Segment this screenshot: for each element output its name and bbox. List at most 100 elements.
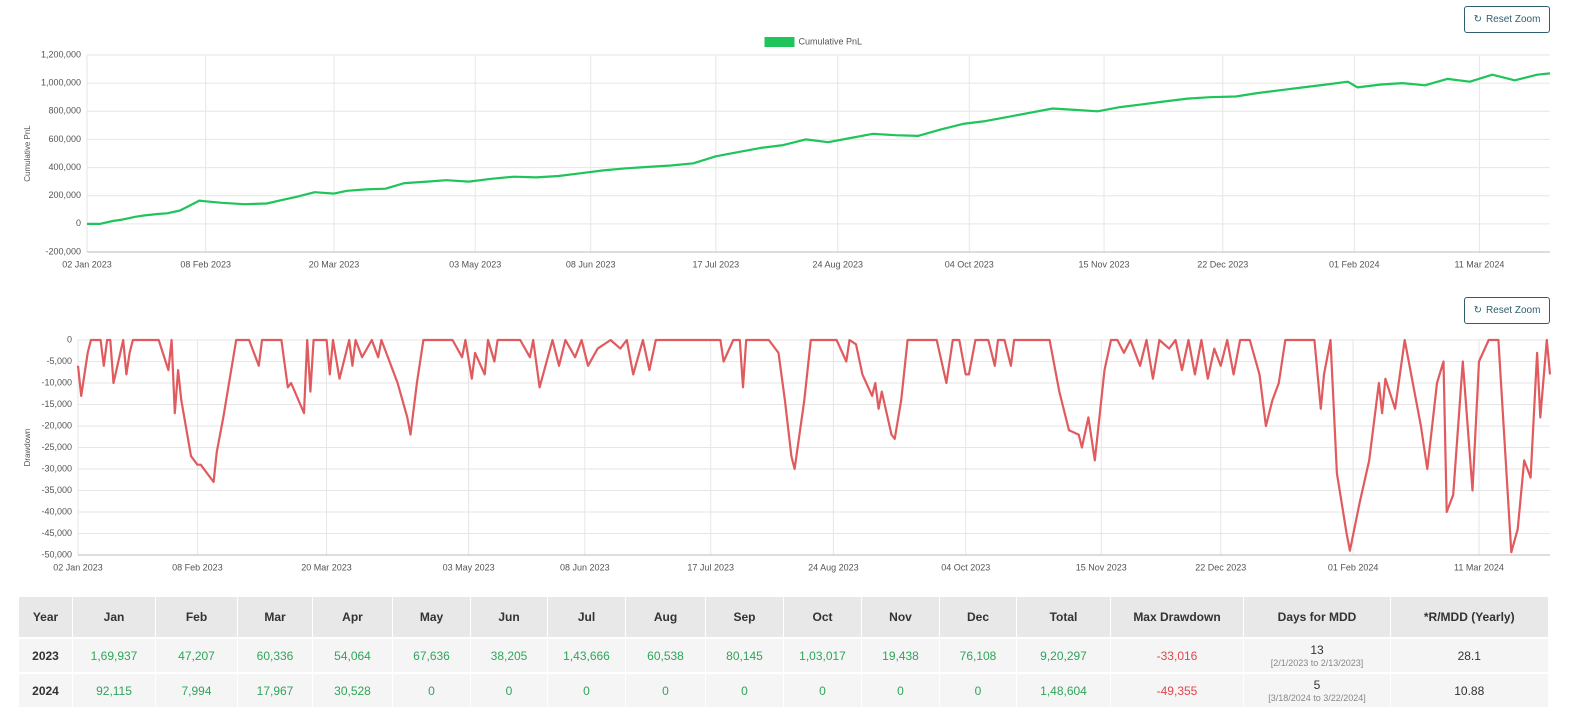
table-cell: 1,69,937 bbox=[72, 637, 156, 673]
table-cell: 0 bbox=[705, 672, 784, 707]
x-tick-label: 02 Jan 2023 bbox=[62, 259, 112, 269]
column-header: Jul bbox=[547, 597, 626, 638]
column-header: Mar bbox=[237, 597, 313, 638]
column-header: Days for MDD bbox=[1243, 597, 1391, 638]
column-header: Aug bbox=[625, 597, 706, 638]
y-tick-label: -50,000 bbox=[41, 549, 72, 559]
mdd-days: 13 bbox=[1310, 643, 1324, 657]
y-tick-label: 1,200,000 bbox=[41, 49, 81, 59]
table-row: 2024 92,115 7,994 17,967 30,528 0 0 0 0 0 0 0 0 1,48,… bbox=[18, 672, 1548, 707]
y-tick-label: 0 bbox=[76, 218, 81, 228]
column-header: Oct bbox=[783, 597, 862, 638]
table-cell: 1,03,017 bbox=[783, 637, 862, 673]
y-tick-label: -5,000 bbox=[46, 356, 72, 366]
legend-label: Cumulative PnL bbox=[799, 36, 863, 46]
y-axis-label: Cumulative PnL bbox=[23, 125, 32, 182]
x-tick-label: 24 Aug 2023 bbox=[808, 562, 859, 572]
x-tick-label: 17 Jul 2023 bbox=[687, 562, 734, 572]
mdd-days: 5 bbox=[1313, 678, 1321, 692]
button-label: Reset Zoom bbox=[1485, 305, 1541, 316]
column-header: May bbox=[392, 597, 471, 638]
table-cell: 0 bbox=[939, 672, 1017, 707]
column-header: Jun bbox=[470, 597, 548, 638]
table-cell: 30,528 bbox=[312, 672, 393, 707]
table-cell: 1,48,604 bbox=[1016, 672, 1111, 707]
column-header: Total bbox=[1016, 597, 1111, 638]
x-tick-label: 20 Mar 2023 bbox=[301, 562, 352, 572]
table-row: 2023 1,69,937 47,207 60,336 54,064 67,636 38,2… bbox=[18, 637, 1548, 673]
y-tick-label: 0 bbox=[67, 334, 72, 344]
table-cell: 13 [2/1/2023 to 2/13/2023] bbox=[1243, 637, 1391, 673]
y-tick-label: -35,000 bbox=[41, 485, 72, 495]
table-cell: 80,145 bbox=[705, 637, 784, 673]
x-tick-label: 08 Feb 2023 bbox=[172, 562, 223, 572]
y-tick-label: -45,000 bbox=[41, 528, 72, 538]
table-cell: 67,636 bbox=[392, 637, 471, 673]
x-tick-label: 04 Oct 2023 bbox=[945, 259, 994, 269]
table-cell: 0 bbox=[625, 672, 706, 707]
x-tick-label: 03 May 2023 bbox=[443, 562, 495, 572]
column-header: Year bbox=[18, 597, 73, 638]
table-cell: 7,994 bbox=[155, 672, 238, 707]
y-tick-label: -20,000 bbox=[41, 420, 72, 430]
y-axis-label: Drawdown bbox=[23, 429, 32, 467]
table-cell: 60,336 bbox=[237, 637, 313, 673]
reset-zoom-button[interactable]: ↻ Reset Zoom bbox=[1464, 6, 1550, 33]
summary-table: Year Jan Feb Mar Apr May Jun Jul Aug Sep Oct Nov Dec… bbox=[18, 597, 1548, 707]
line-series bbox=[76, 338, 1552, 554]
column-header: Dec bbox=[939, 597, 1017, 638]
table-cell: 5 [3/18/2024 to 3/22/2024] bbox=[1243, 672, 1391, 707]
y-tick-label: -200,000 bbox=[45, 246, 81, 256]
table-cell: 92,115 bbox=[72, 672, 156, 707]
x-tick-label: 20 Mar 2023 bbox=[309, 259, 360, 269]
y-tick-label: 200,000 bbox=[48, 190, 81, 200]
column-header: Feb bbox=[155, 597, 238, 638]
x-tick-label: 22 Dec 2023 bbox=[1197, 259, 1248, 269]
column-header: *R/MDD (Yearly) bbox=[1390, 597, 1548, 638]
x-tick-label: 01 Feb 2024 bbox=[1328, 562, 1379, 572]
x-tick-label: 08 Jun 2023 bbox=[566, 259, 616, 269]
x-tick-label: 11 Mar 2024 bbox=[1454, 259, 1504, 269]
y-tick-label: 800,000 bbox=[48, 106, 81, 116]
y-tick-label: -15,000 bbox=[41, 399, 72, 409]
x-tick-label: 02 Jan 2023 bbox=[53, 562, 103, 572]
table-cell: -49,355 bbox=[1110, 672, 1244, 707]
column-header: Jan bbox=[72, 597, 156, 638]
y-tick-label: -10,000 bbox=[41, 377, 72, 387]
x-tick-label: 22 Dec 2023 bbox=[1195, 562, 1246, 572]
table-cell: 28.1 bbox=[1390, 637, 1548, 673]
header-row: Year Jan Feb Mar Apr May Jun Jul Aug Sep Oct Nov Dec… bbox=[18, 597, 1548, 638]
reset-zoom-button[interactable]: ↻ Reset Zoom bbox=[1464, 297, 1550, 324]
mdd-range: [2/1/2023 to 2/13/2023] bbox=[1270, 658, 1364, 668]
table-cell: 54,064 bbox=[312, 637, 393, 673]
x-tick-label: 24 Aug 2023 bbox=[812, 259, 863, 269]
table-cell: 17,967 bbox=[237, 672, 313, 707]
x-tick-label: 15 Nov 2023 bbox=[1079, 259, 1130, 269]
charts: -200,000 0 200,000 400,000 600,000 800,000 1,0… bbox=[23, 36, 1552, 572]
column-header: Max Drawdown bbox=[1110, 597, 1244, 638]
x-tick-label: 04 Oct 2023 bbox=[941, 562, 990, 572]
table-cell: 2023 bbox=[18, 637, 73, 673]
column-header: Nov bbox=[861, 597, 940, 638]
y-tick-label: -30,000 bbox=[41, 463, 72, 473]
table-cell: 19,438 bbox=[861, 637, 940, 673]
table-cell: 0 bbox=[783, 672, 862, 707]
table-cell: 0 bbox=[392, 672, 471, 707]
mdd-range: [3/18/2024 to 3/22/2024] bbox=[1268, 693, 1366, 703]
table-cell: 2024 bbox=[18, 672, 73, 707]
table-cell: 47,207 bbox=[155, 637, 238, 673]
table-cell: 0 bbox=[470, 672, 548, 707]
line-series bbox=[87, 72, 1551, 225]
table-cell: 10.88 bbox=[1390, 672, 1548, 707]
table-cell: 38,205 bbox=[470, 637, 548, 673]
table-cell: 9,20,297 bbox=[1016, 637, 1111, 673]
table-cell: 60,538 bbox=[625, 637, 706, 673]
column-header: Apr bbox=[312, 597, 393, 638]
legend-swatch bbox=[764, 37, 795, 47]
x-tick-label: 03 May 2023 bbox=[449, 259, 501, 269]
button-label: Reset Zoom bbox=[1485, 14, 1541, 25]
y-tick-label: 600,000 bbox=[48, 134, 81, 144]
table-cell: 76,108 bbox=[939, 637, 1017, 673]
table-cell: 1,43,666 bbox=[547, 637, 626, 673]
